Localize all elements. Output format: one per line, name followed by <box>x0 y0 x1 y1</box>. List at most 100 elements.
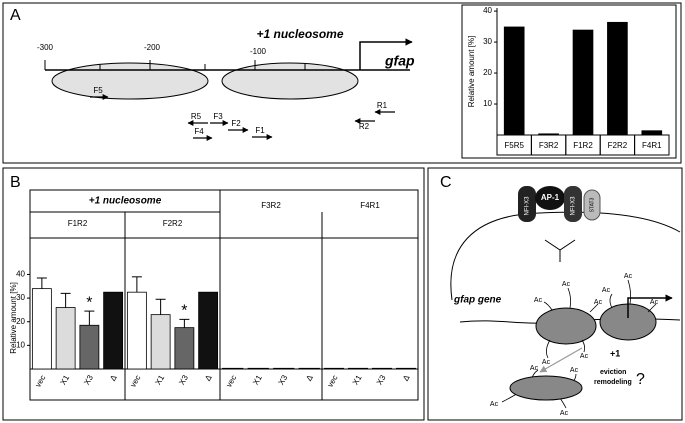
bar <box>572 29 594 136</box>
bar <box>247 367 269 370</box>
bar <box>222 367 244 370</box>
factor <box>564 186 582 222</box>
promoter-diagram: -300 -200 -100 +1 nucleosome gfap F5 R5 … <box>37 27 415 141</box>
y-tick-label: 10 <box>483 99 492 108</box>
acetyl-label: Ac <box>594 299 603 306</box>
factor <box>583 189 601 221</box>
bar <box>31 288 52 370</box>
nucleosome-label: +1 nucleosome <box>256 27 343 41</box>
x-tick-label: X1 <box>153 373 166 386</box>
position-label: -300 <box>37 43 54 52</box>
bar <box>79 324 100 370</box>
panel-b-frame <box>2 167 425 421</box>
primer-label: F1 <box>255 126 265 135</box>
y-tick-label: 40 <box>16 270 25 279</box>
primer-label: R5 <box>191 112 202 121</box>
factor-label: NFI-X3 <box>525 196 531 216</box>
acetyl-label: Ac <box>624 273 633 280</box>
y-tick-label: 40 <box>483 6 492 15</box>
x-tick-label: Δ <box>304 373 315 383</box>
x-tick-label: vec <box>326 374 340 389</box>
process-label: eviction <box>600 369 626 376</box>
factor-label: NFI-X3 <box>571 196 577 216</box>
acetyl-label: Ac <box>650 299 659 306</box>
y-axis-label: Relative amount [%] <box>467 36 476 108</box>
chart-frame <box>461 4 677 159</box>
x-tick-label: F2R2 <box>608 141 628 150</box>
acetyl-label: Ac <box>562 281 571 288</box>
x-tick-label: X3 <box>82 373 95 386</box>
factor <box>535 186 565 210</box>
bar <box>503 26 525 135</box>
primer-label: F5 <box>93 86 103 95</box>
acetyl-label: Ac <box>490 401 499 408</box>
table-header: +1 nucleosome <box>89 196 162 207</box>
acetyl-label: Ac <box>542 359 551 366</box>
nuclear-membrane <box>450 211 681 301</box>
bar <box>641 130 663 135</box>
bar <box>298 367 320 370</box>
bar <box>126 291 147 370</box>
panel-a-frame <box>2 2 682 164</box>
panel-label: A <box>10 7 21 24</box>
position-ticks <box>44 60 306 70</box>
factor <box>518 186 536 222</box>
nucleosome <box>535 307 597 345</box>
x-tick-label: X3 <box>277 373 290 386</box>
primer-label: F2 <box>231 119 241 128</box>
y-tick-label: 30 <box>16 293 25 302</box>
nucleosome <box>221 62 359 100</box>
x-tick-label: X3 <box>375 373 388 386</box>
primer-label: F3 <box>213 112 223 121</box>
bar <box>607 21 628 135</box>
nucleosome <box>509 375 583 401</box>
bar <box>55 307 76 370</box>
bar <box>538 133 559 135</box>
category-cell <box>634 134 670 156</box>
signal-arrow <box>544 239 576 262</box>
bar <box>347 367 368 370</box>
x-tick-label: vec <box>224 374 238 389</box>
acetyl-label: Ac <box>560 410 569 417</box>
table-frame <box>29 189 419 401</box>
acetyl-label: Ac <box>534 297 543 304</box>
x-tick-label: Δ <box>108 373 119 383</box>
factor-label: STAT3 <box>589 197 595 212</box>
x-tick-label: Δ <box>203 373 214 383</box>
primer-arrows <box>90 94 395 141</box>
model-diagram: NFI-X3 AP-1 NFI-X3 STAT3 gfap gene +1 ev… <box>450 186 681 409</box>
bar <box>103 291 124 370</box>
acetyl-label: Ac <box>580 353 589 360</box>
primer-label: R2 <box>359 122 370 131</box>
x-tick-label: vec <box>33 374 47 389</box>
y-tick-label: 10 <box>16 340 25 349</box>
group-label: F3R2 <box>261 201 281 210</box>
tss-arrow <box>627 294 673 318</box>
significance-mark: * <box>86 294 92 311</box>
x-tick-label: X3 <box>177 373 190 386</box>
bar <box>395 367 416 370</box>
panel-label: C <box>440 174 452 191</box>
bar <box>323 367 344 370</box>
y-tick-label: 20 <box>16 317 25 326</box>
group-label: F2R2 <box>163 219 183 228</box>
bar <box>174 327 195 370</box>
y-tick-label: 20 <box>483 68 492 77</box>
bar <box>150 314 171 370</box>
x-tick-label: X1 <box>251 373 264 386</box>
nucleosome <box>51 62 209 100</box>
question-mark: ? <box>636 371 645 388</box>
significance-mark: * <box>181 303 187 320</box>
x-tick-label: X1 <box>58 373 71 386</box>
primer-label: F4 <box>194 127 204 136</box>
x-tick-label: vec <box>128 374 142 389</box>
panel-label: B <box>10 174 21 191</box>
group-label: F4R1 <box>360 201 380 210</box>
panel-c-frame <box>427 167 683 421</box>
x-tick-label: Δ <box>401 373 412 383</box>
group-label: F1R2 <box>68 219 88 228</box>
eviction-arrow <box>539 347 583 373</box>
x-tick-label: F1R2 <box>573 141 593 150</box>
gene-label: gfap <box>384 53 415 69</box>
